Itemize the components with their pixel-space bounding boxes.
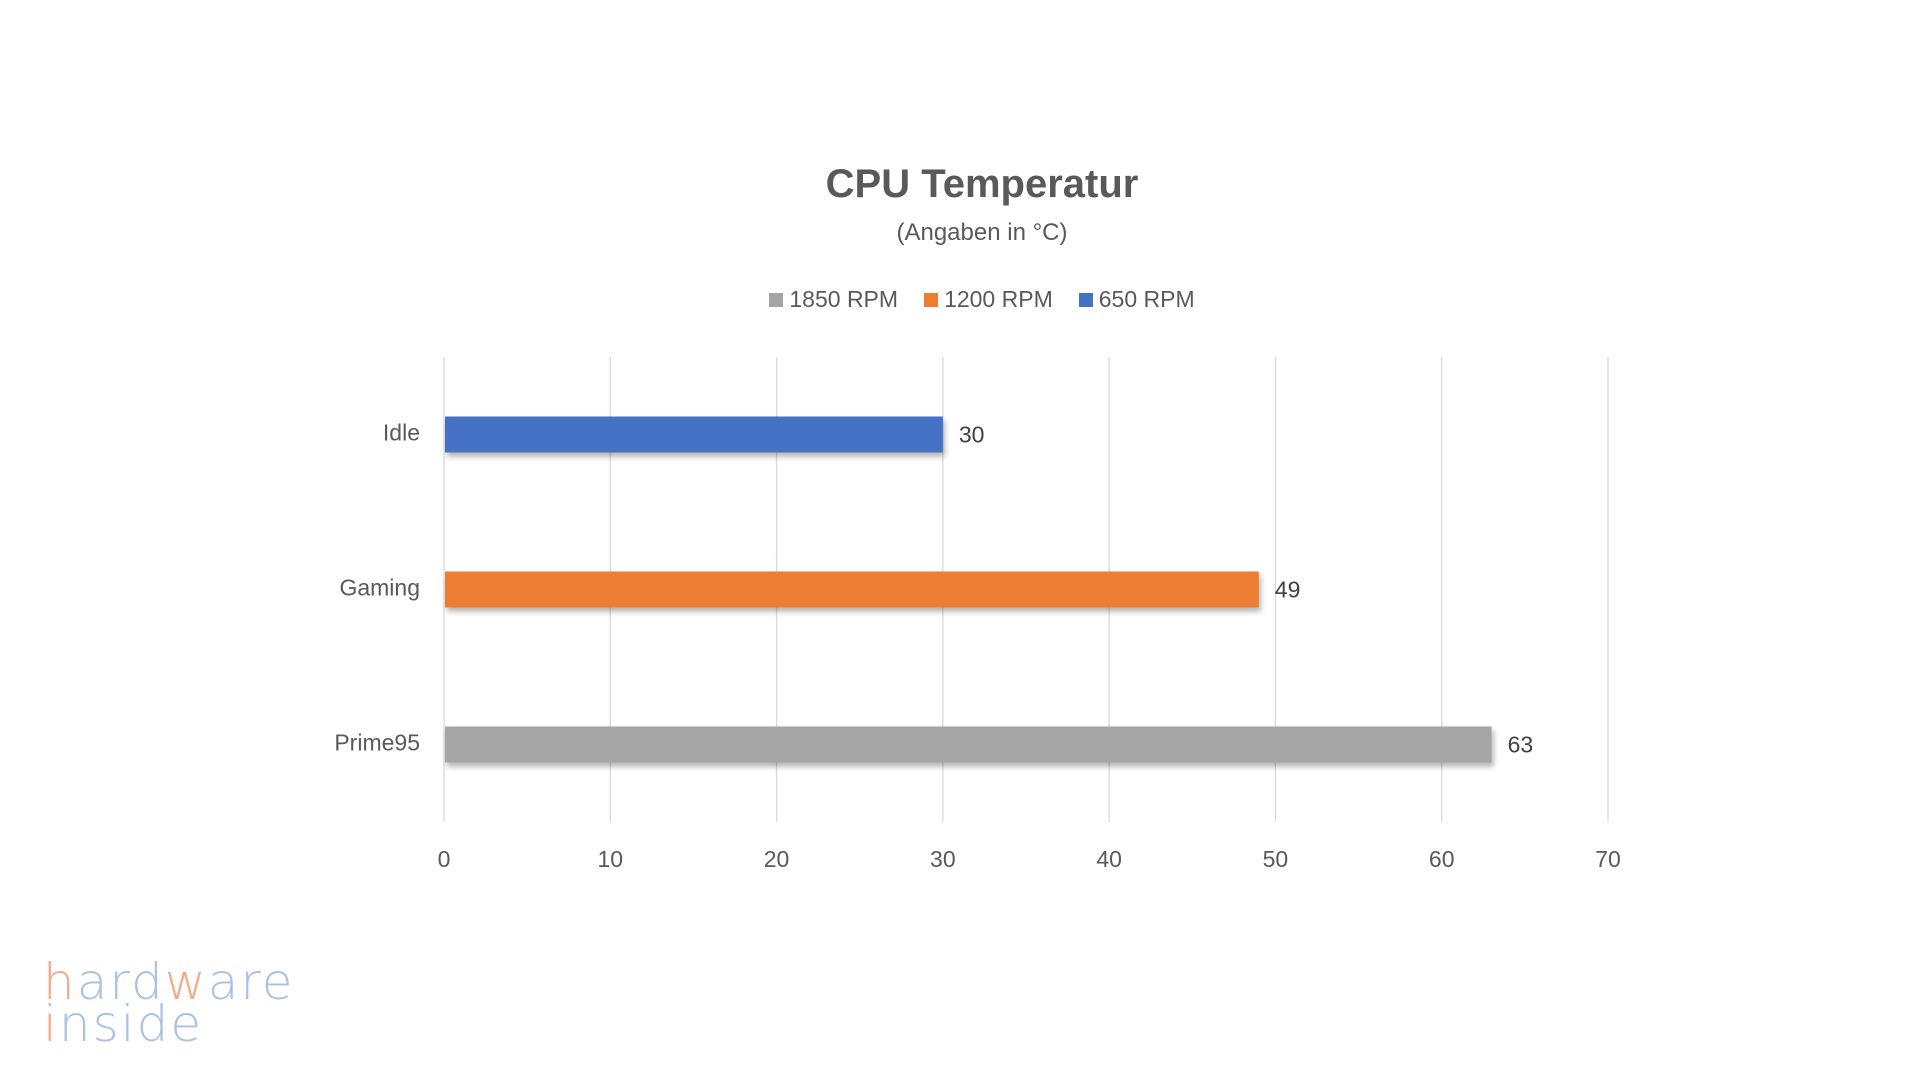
y-category-label: Prime95 [334,730,420,756]
y-category-label: Gaming [339,575,420,601]
legend-item: 650 RPM [1078,286,1195,313]
hardware-inside-logo: hardware inside [43,953,295,1053]
bar-prime95 [445,726,1492,763]
bar-gaming [445,571,1259,608]
data-label: 63 [1508,732,1534,758]
chart-title: CPU Temperatur [825,162,1139,206]
x-tick-label: 60 [1429,846,1455,872]
logo-line1: hardware [43,953,295,1011]
x-tick-label: 30 [930,846,956,872]
x-tick-label: 0 [438,846,451,872]
x-tick-label: 40 [1096,846,1122,872]
chart-subtitle: (Angaben in °C) [896,219,1068,246]
x-tick-label: 50 [1263,846,1289,872]
x-tick-label: 10 [597,846,623,872]
data-label: 30 [959,422,985,448]
x-tick-label: 20 [764,846,790,872]
logo-line2: inside [43,995,204,1053]
legend-label: 1850 RPM [789,286,899,312]
data-label: 49 [1275,577,1301,603]
legend-item: 1200 RPM [924,286,1053,313]
legend-label: 650 RPM [1098,286,1195,312]
x-tick-label: 70 [1595,846,1621,872]
legend-label: 1200 RPM [944,286,1053,312]
legend: 1850 RPM 1200 RPM 650 RPM [0,286,1920,313]
bar-idle [445,416,943,453]
legend-item: 1850 RPM [769,286,898,313]
legend-swatch [924,292,939,307]
legend-swatch [769,292,784,307]
legend-swatch [1078,292,1093,307]
y-category-label: Idle [383,420,420,446]
